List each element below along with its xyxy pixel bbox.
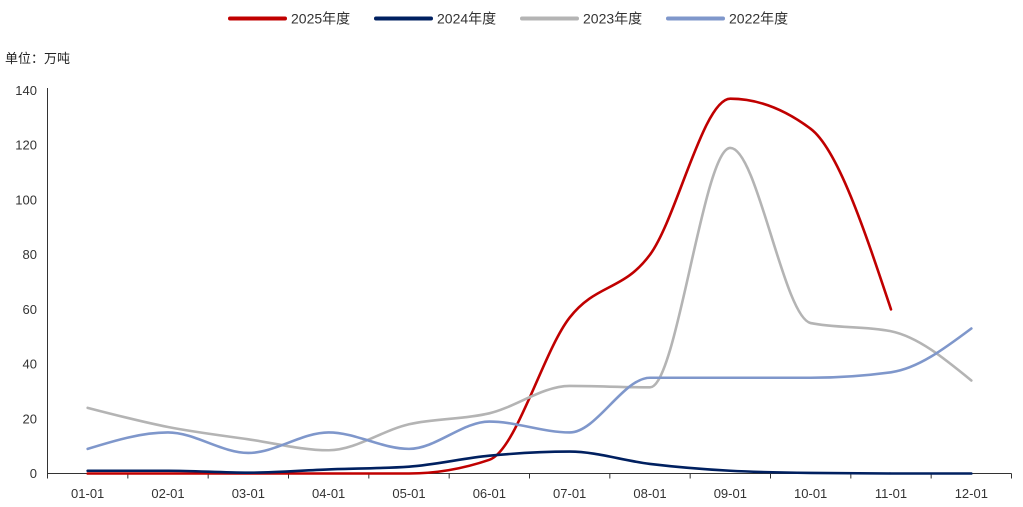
x-tick-label: 10-01 <box>794 486 827 501</box>
legend-label: 2025年度 <box>291 11 350 27</box>
y-tick-labels: 0 20 40 60 80 100 120 140 <box>15 83 37 481</box>
legend-label: 2022年度 <box>729 11 788 27</box>
x-tick-label: 11-01 <box>875 486 907 501</box>
y-tick-label: 60 <box>23 302 37 317</box>
x-tick-label: 01-01 <box>71 486 104 501</box>
y-tick-label: 40 <box>23 357 37 372</box>
x-tick-label: 09-01 <box>714 486 747 501</box>
x-tick-label: 04-01 <box>312 486 345 501</box>
series-line-2025 <box>86 97 893 475</box>
x-tick-label: 12-01 <box>955 486 988 501</box>
x-tick-labels: 01-01 02-01 03-01 04-01 05-01 06-01 07-01 08-01… <box>71 486 988 501</box>
legend: 2025年度 2024年度 2023年度 2022年度 <box>228 11 788 27</box>
y-tick-label: 120 <box>15 138 37 153</box>
series-line-2022 <box>86 327 973 455</box>
x-tick-label: 06-01 <box>473 486 506 501</box>
x-tick-label: 08-01 <box>633 486 666 501</box>
x-tick-label: 07-01 <box>553 486 586 501</box>
series-line-2023 <box>86 146 973 452</box>
y-tick-label: 140 <box>15 83 37 98</box>
y-tick-label: 80 <box>23 247 37 262</box>
x-tick-label: 02-01 <box>151 486 184 501</box>
legend-label: 2024年度 <box>437 11 496 27</box>
legend-item-2025[interactable]: 2025年度 <box>228 11 350 27</box>
series-layer <box>86 97 973 475</box>
y-tick-label: 100 <box>15 192 37 207</box>
legend-label: 2023年度 <box>583 11 642 27</box>
legend-item-2024[interactable]: 2024年度 <box>374 11 496 27</box>
legend-item-2023[interactable]: 2023年度 <box>520 11 642 27</box>
x-tick-label: 03-01 <box>232 486 265 501</box>
x-tick-label: 05-01 <box>392 486 425 501</box>
y-tick-label: 20 <box>23 411 37 426</box>
unit-label: 单位：万吨 <box>5 52 70 67</box>
series-line-2024 <box>86 450 973 475</box>
y-tick-label: 0 <box>30 466 37 481</box>
legend-item-2022[interactable]: 2022年度 <box>666 11 788 27</box>
